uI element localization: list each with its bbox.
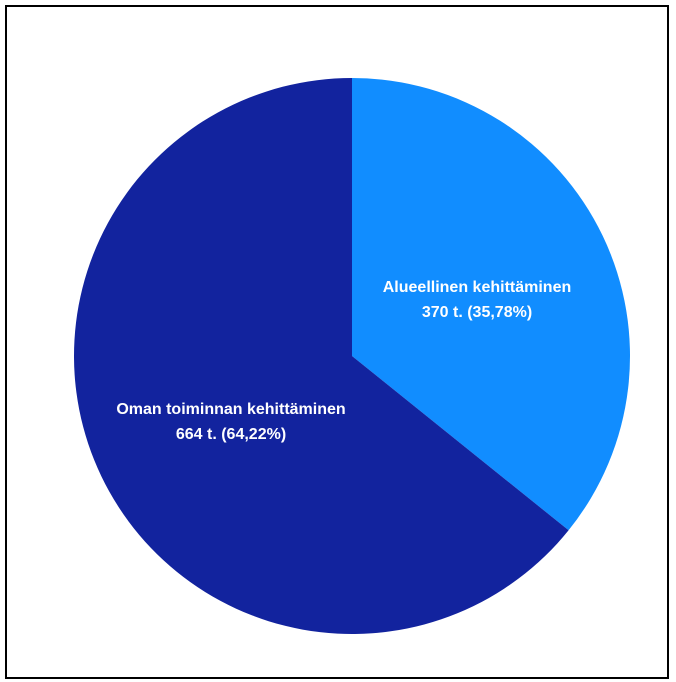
slice-label-group-1: Oman toiminnan kehittäminen 664 t. (64,2… bbox=[116, 401, 345, 443]
slice-label-value-1: 664 t. (64,22%) bbox=[176, 426, 286, 443]
pie-slice-1[interactable] bbox=[74, 78, 569, 634]
pie-chart: Alueellinen kehittäminen 370 t. (35,78%)… bbox=[74, 78, 630, 634]
slice-label-name-1: Oman toiminnan kehittäminen bbox=[116, 401, 345, 418]
slice-label-name-0: Alueellinen kehittäminen bbox=[383, 279, 571, 296]
pie-slices bbox=[74, 78, 630, 634]
slice-label-value-0: 370 t. (35,78%) bbox=[422, 304, 532, 321]
slice-label-group-0: Alueellinen kehittäminen 370 t. (35,78%) bbox=[383, 279, 571, 321]
chart-frame: Alueellinen kehittäminen 370 t. (35,78%)… bbox=[5, 5, 669, 679]
pie-slice-0[interactable] bbox=[352, 78, 630, 531]
